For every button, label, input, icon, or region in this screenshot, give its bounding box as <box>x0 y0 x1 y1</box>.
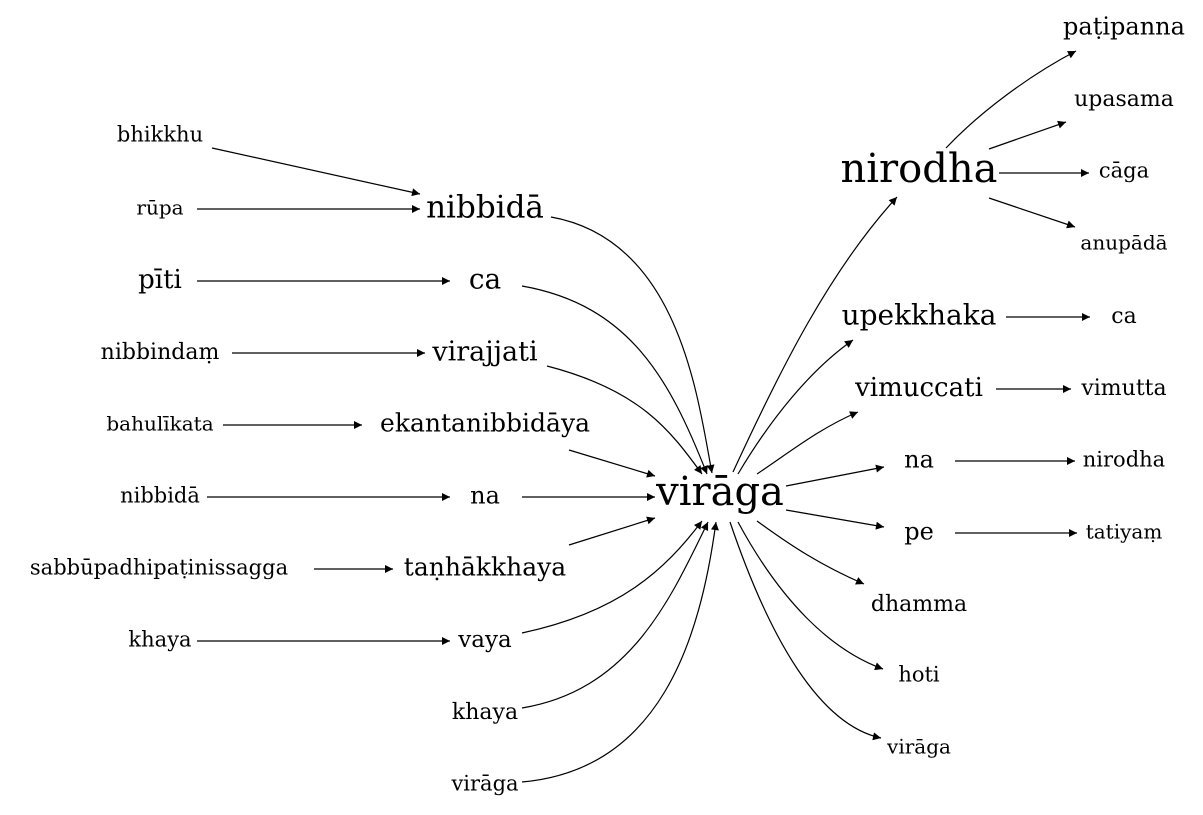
node-virāga-middle: virāga <box>450 772 518 796</box>
node-taṇhākkhaya: taṇhākkhaya <box>404 553 566 582</box>
edge-virāga-m-virāga <box>521 521 719 783</box>
node-khaya-middle: khaya <box>452 700 518 725</box>
edge-virāga-vimuccati <box>756 411 859 475</box>
edge-virāga-upekkhaka <box>737 339 854 475</box>
node-pīti: pīti <box>138 265 182 295</box>
edges <box>197 50 1090 783</box>
node-dhamma: dhamma <box>871 592 967 617</box>
node-nibbindaṃ: nibbindaṃ <box>101 340 220 365</box>
node-bhikkhu: bhikkhu <box>117 123 203 147</box>
edge-virāga-virāga-r <box>729 521 882 741</box>
node-ca-right: ca <box>1111 304 1136 329</box>
edge-nirodha-anupādā <box>988 197 1076 229</box>
edge-virāga-hoti <box>737 521 884 671</box>
node-vimuccati: vimuccati <box>854 373 983 403</box>
edge-virāga-na-r <box>785 464 885 487</box>
edge-virāga-pe <box>785 509 885 530</box>
edge-khaya-m-virāga <box>521 521 709 709</box>
edge-bhikkhu-nibbidā <box>211 147 421 197</box>
node-cāga: cāga <box>1099 159 1149 183</box>
node-virāga-right: virāga <box>886 735 951 759</box>
node-nibbidā-middle: nibbidā <box>426 190 544 226</box>
node-nirodha: nirodha <box>841 146 998 192</box>
edge-nibbidā-virāga <box>550 216 715 474</box>
node-paṭipanna: paṭipanna <box>1063 13 1185 41</box>
edge-virāga-nirodha <box>732 196 898 473</box>
node-hoti: hoti <box>898 663 940 687</box>
node-upekkhaka: upekkhaka <box>842 299 997 332</box>
node-virajjati: virajjati <box>431 337 538 368</box>
edge-virajjati-virāga <box>546 365 703 475</box>
node-na-right: na <box>904 446 934 474</box>
node-bahulīkata: bahulīkata <box>106 412 213 436</box>
node-pe: pe <box>904 518 934 546</box>
node-vimutta: vimutta <box>1080 376 1166 401</box>
node-ca-left: ca <box>469 263 501 296</box>
node-khaya-left: khaya <box>128 628 191 652</box>
node-labels: virāga bhikkhu rūpa pīti nibbindaṃ bahul… <box>30 13 1185 796</box>
node-nirodha-right: nirodha <box>1083 448 1165 472</box>
node-na-left: na <box>470 482 500 510</box>
edge-nirodha-upasama <box>988 120 1067 150</box>
node-tatiyaṃ: tatiyaṃ <box>1086 520 1163 544</box>
node-anupādā: anupādā <box>1080 231 1167 255</box>
node-vaya: vaya <box>457 627 512 653</box>
node-virāga-center: virāga <box>655 469 784 515</box>
edge-ca-virāga <box>521 285 708 475</box>
node-sabbūpadhipaṭinissagga: sabbūpadhipaṭinissagga <box>30 556 288 580</box>
edge-vaya-virāga <box>521 520 703 634</box>
edge-virāga-dhamma <box>756 520 865 585</box>
edge-ekantanibbidāya-virāga <box>568 449 656 478</box>
node-nibbidā-left: nibbidā <box>120 484 200 508</box>
node-ekantanibbidāya: ekantanibbidāya <box>380 409 590 438</box>
node-upasama: upasama <box>1074 87 1174 112</box>
edge-taṇhākkhaya-virāga <box>568 516 656 546</box>
edge-nirodha-paṭipanna <box>945 50 1077 149</box>
node-rūpa: rūpa <box>136 196 183 220</box>
